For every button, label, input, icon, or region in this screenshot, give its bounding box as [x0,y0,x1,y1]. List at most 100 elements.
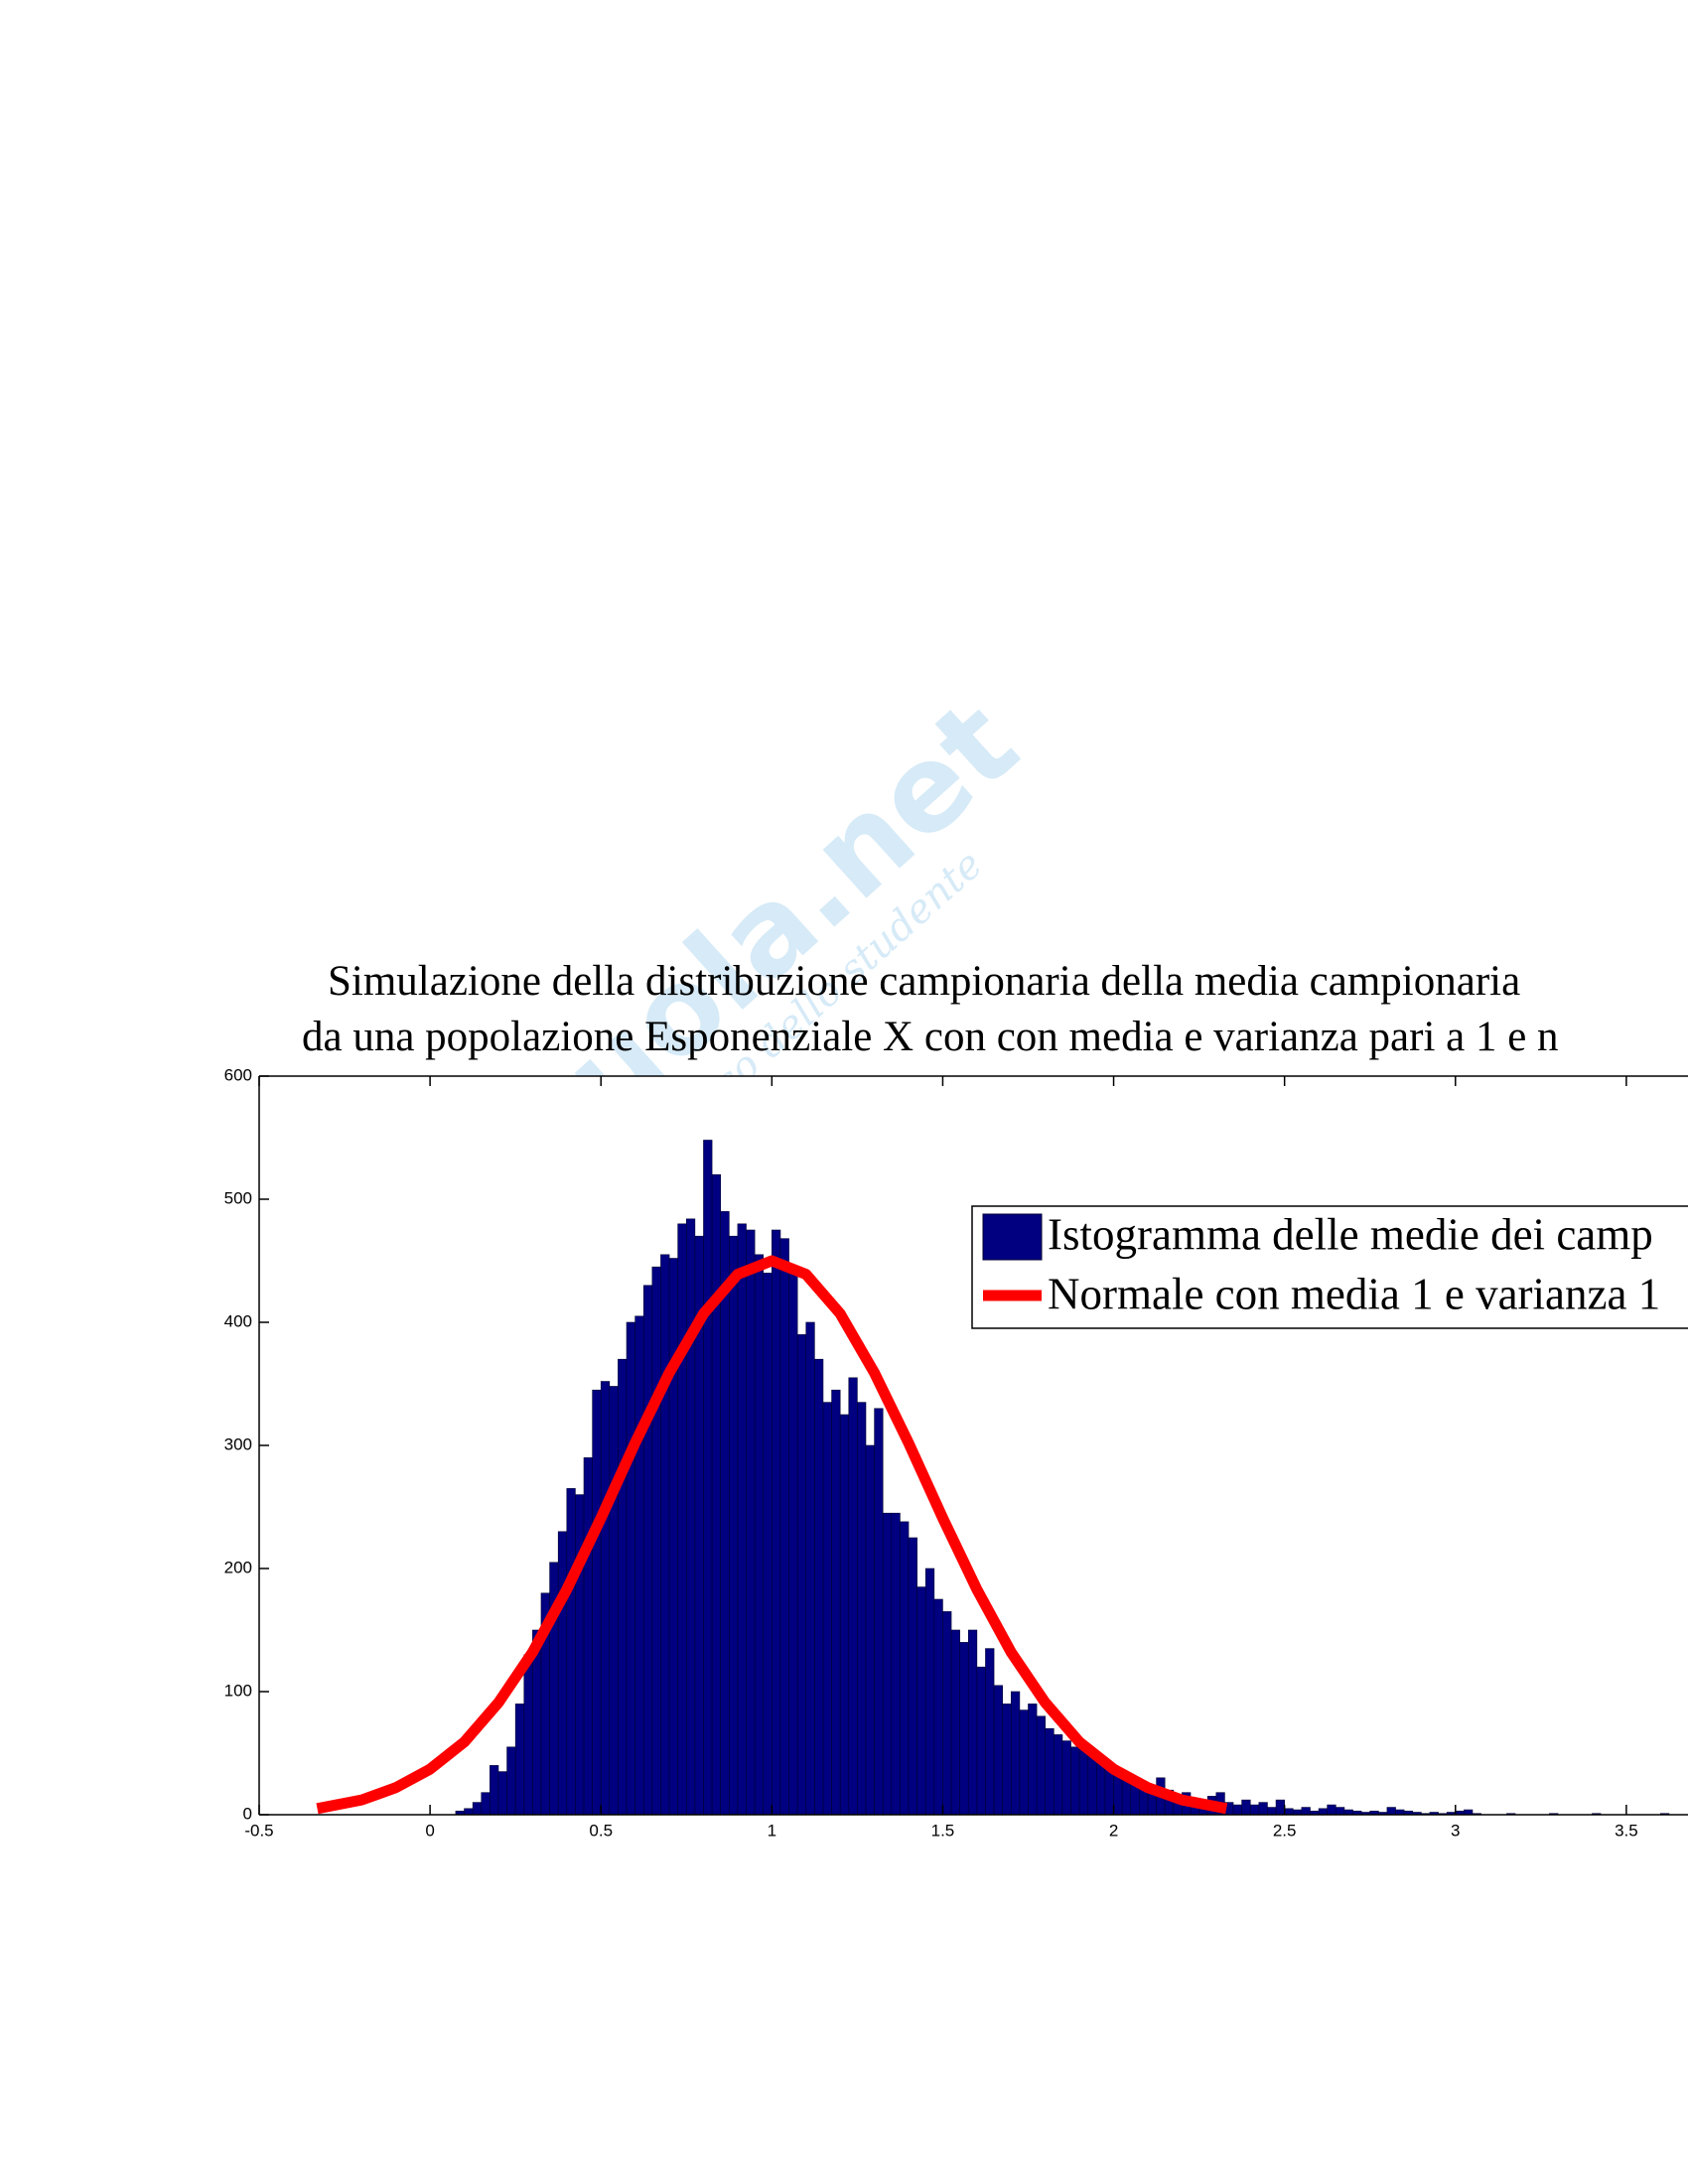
histogram-bar [1327,1804,1336,1816]
histogram-bar [1078,1746,1089,1816]
histogram-bar [609,1386,619,1816]
histogram-bar [1267,1807,1277,1816]
histogram-bar [772,1229,781,1816]
histogram-bar [626,1321,635,1816]
x-tick-label: 0 [425,1821,434,1840]
histogram-bar [1087,1752,1097,1816]
histogram-bar [566,1488,576,1816]
histogram-bar [908,1537,917,1816]
histogram-bar [490,1765,499,1816]
histogram-bar [703,1140,713,1816]
histogram-bar [933,1598,943,1816]
normal-curve [316,1255,1228,1815]
histogram-bar [882,1512,893,1816]
histogram-bar [1301,1807,1311,1816]
histogram-bar [729,1235,739,1816]
legend-swatch [982,1213,1043,1261]
x-tick-label: -0.5 [244,1821,273,1840]
histogram-bar [857,1402,867,1816]
histogram-bar [1061,1740,1071,1816]
histogram-bar [592,1389,602,1816]
histogram-bar [1028,1704,1038,1816]
histogram-bar [1232,1804,1242,1816]
histogram-bar [634,1315,644,1816]
histogram-bar [1241,1799,1251,1816]
histogram-bar [779,1238,789,1816]
histogram-bar [668,1258,678,1816]
x-tick-label: 3.5 [1615,1821,1638,1840]
histogram-bar [1070,1746,1080,1816]
histogram-bar [967,1629,978,1816]
histogram-bar [464,1808,474,1816]
histogram-bar [839,1414,850,1816]
x-tick-label: 1.5 [931,1821,955,1840]
histogram-bar [831,1389,841,1816]
legend-label: Normale con media 1 e varianza 1 [1048,1269,1660,1318]
histogram-bar [788,1273,798,1816]
histogram-bar [822,1402,832,1816]
histogram-bar [618,1358,628,1816]
histogram-bar [805,1321,815,1816]
histogram-bar [916,1586,926,1816]
histogram-bar [711,1173,721,1816]
legend: Istogramma delle medie dei camp Normale c… [971,1205,1688,1329]
histogram-bar [900,1521,910,1816]
histogram-bar [993,1685,1003,1816]
histogram-bar [481,1792,491,1816]
y-tick-label: 500 [224,1188,252,1207]
histogram-bar [642,1285,653,1816]
plot-area [259,1076,1688,1816]
histogram-bar [754,1254,765,1816]
histogram-bar [1002,1704,1012,1816]
chart-title: Simulazione della distribuzione campiona… [328,958,1520,1005]
histogram-bar [746,1229,756,1816]
histogram-bar [1010,1691,1021,1816]
histogram-bar [1336,1807,1345,1816]
histogram-bar [814,1358,824,1816]
histogram-bar [497,1771,507,1816]
histogram-bar [976,1666,986,1816]
histogram-bar [523,1654,533,1816]
histogram-bar [514,1704,525,1816]
histogram-bar [583,1457,593,1816]
histogram-bar [1284,1808,1294,1816]
histogram-bar [651,1266,661,1816]
chart-subtitle: da una popolazione Esponenziale X con co… [302,1014,1559,1060]
x-tick-label: 2.5 [1273,1821,1297,1840]
histogram-bar [1036,1715,1047,1816]
histogram-bar [1054,1734,1063,1816]
histogram-bar [959,1642,969,1816]
histogram-bar [1275,1799,1285,1816]
histogram-bar [763,1273,773,1816]
histogram-bar [865,1444,875,1816]
histogram-bar [1019,1709,1029,1816]
histogram-bar [891,1512,901,1816]
histogram-bar [677,1223,687,1816]
x-tick-label: 1 [768,1821,776,1840]
histogram-bar [737,1223,747,1816]
histogram-bar [685,1218,696,1816]
histogram-bar [874,1408,884,1816]
y-tick-label: 200 [224,1558,252,1576]
y-tick-label: 0 [243,1804,252,1823]
histogram-bar [1249,1804,1260,1816]
histogram-bar [600,1381,611,1816]
histogram-bar [557,1531,568,1816]
histogram-bar [924,1568,935,1816]
histogram-bar [575,1494,585,1816]
histogram-bar [796,1334,807,1816]
histogram-bar [848,1377,858,1816]
y-tick-label: 600 [224,1065,252,1084]
histogram-bar [720,1211,730,1816]
y-tick-label: 300 [224,1434,252,1453]
x-tick-label: 0.5 [589,1821,613,1840]
histogram-bar [1258,1802,1268,1816]
histogram-bar [950,1629,960,1816]
histogram-bar [660,1254,670,1816]
histogram-bar [985,1648,995,1816]
histogram-bar [942,1611,952,1816]
y-tick-label: 400 [224,1311,252,1330]
y-tick-label: 100 [224,1681,252,1700]
